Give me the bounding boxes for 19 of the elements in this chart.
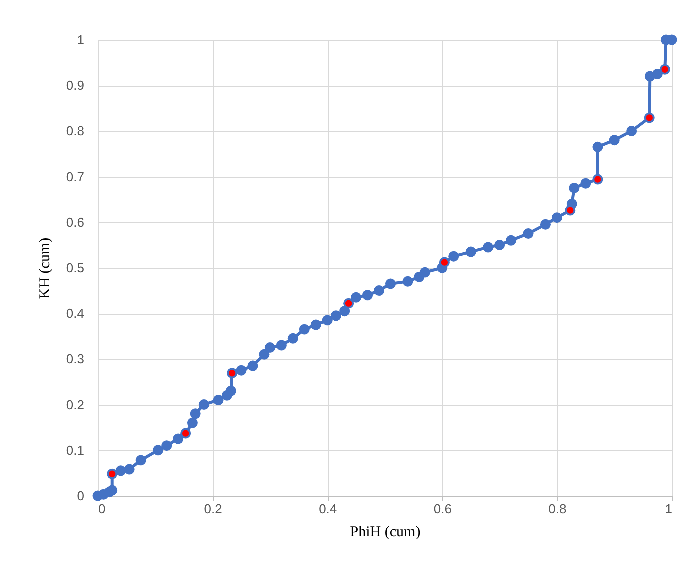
x-tick-label: 0.8 bbox=[548, 502, 567, 516]
x-tick-label: 1 bbox=[665, 502, 672, 516]
y-tick-label: 0.8 bbox=[66, 124, 84, 139]
y-tick-label: 0.7 bbox=[66, 169, 84, 184]
x-tick-label: 0.6 bbox=[434, 502, 452, 516]
y-tick-label: 1 bbox=[77, 32, 84, 48]
y-axis-title: KH (cum) bbox=[37, 238, 54, 300]
x-tick-label: 0 bbox=[98, 502, 106, 516]
y-tick-label: 0.6 bbox=[66, 214, 84, 230]
x-tick-label: 0.2 bbox=[204, 502, 222, 516]
y-tick-label: 0.2 bbox=[66, 397, 84, 412]
y-tick-label: 0.9 bbox=[66, 78, 84, 94]
y-tick-label: 0.3 bbox=[66, 352, 84, 367]
x-axis-title: PhiH (cum) bbox=[350, 524, 421, 540]
y-tick-label: 0.5 bbox=[66, 260, 84, 276]
y-tick-label: 0.4 bbox=[66, 306, 84, 322]
y-tick-label: 0 bbox=[77, 488, 84, 504]
y-tick-label: 0.1 bbox=[66, 442, 84, 458]
x-tick-label: 0.4 bbox=[319, 502, 338, 516]
